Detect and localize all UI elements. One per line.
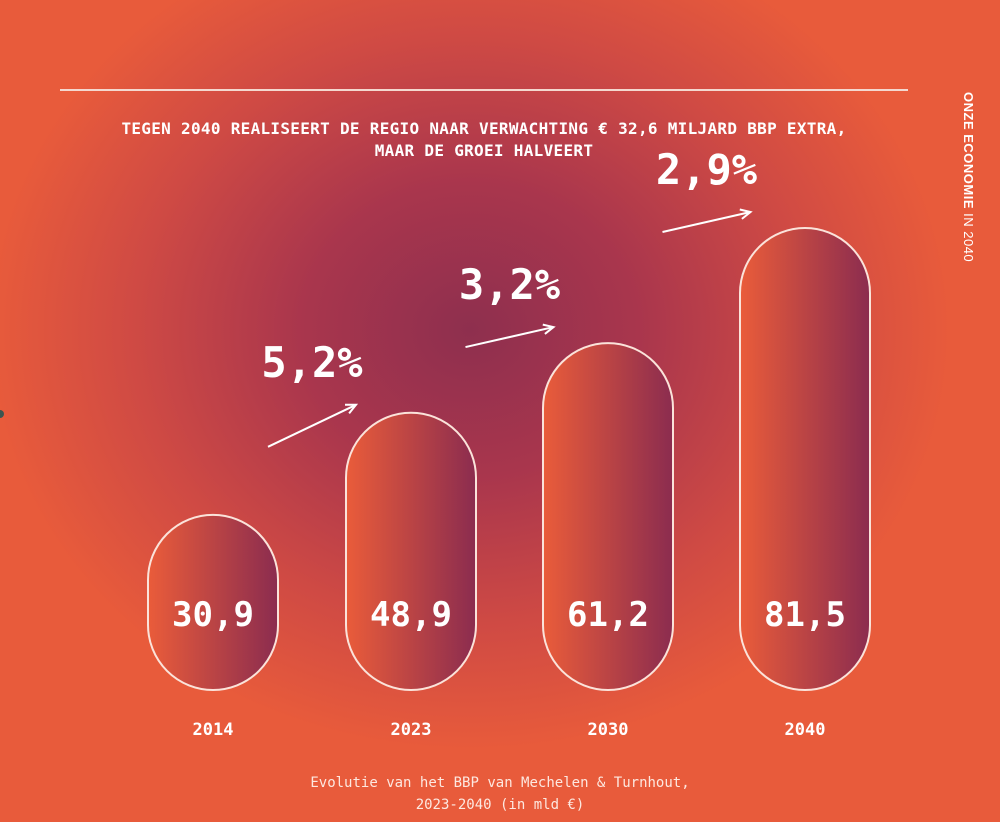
growth-arrow-2 — [465, 326, 554, 349]
category-label-2014: 2014 — [193, 720, 234, 740]
chart-title-line-2: MAAR DE GROEI HALVEERT — [374, 141, 594, 160]
chart-title: TEGEN 2040 REALISEERT DE REGIO NAAR VERW… — [60, 118, 908, 162]
growth-label-1: 5,2% — [261, 338, 362, 387]
top-divider — [60, 89, 908, 91]
growth-arrowhead-1 — [344, 403, 359, 415]
growth-label-2: 3,2% — [459, 260, 560, 309]
growth-arrowhead-3 — [739, 208, 753, 220]
growth-arrowhead-2 — [542, 323, 556, 335]
growth-arrow-3 — [662, 211, 751, 233]
value-label-2040: 81,5 — [764, 595, 846, 635]
bar-2014 — [147, 513, 279, 691]
category-label-2040: 2040 — [785, 720, 826, 740]
value-label-2023: 48,9 — [370, 595, 452, 635]
bar-2030 — [542, 342, 674, 691]
bar-2040 — [739, 227, 871, 691]
value-label-2014: 30,9 — [172, 595, 254, 635]
growth-label-3: 2,9% — [656, 145, 757, 194]
chart-caption: Evolutie van het BBP van Mechelen & Turn… — [150, 772, 850, 816]
chart-title-line-1: TEGEN 2040 REALISEERT DE REGIO NAAR VERW… — [121, 119, 847, 138]
chart-caption-line-1: Evolutie van het BBP van Mechelen & Turn… — [310, 775, 690, 791]
category-label-2030: 2030 — [588, 720, 629, 740]
edge-marker — [0, 410, 4, 418]
category-label-2023: 2023 — [391, 720, 432, 740]
bar-2023 — [345, 411, 477, 691]
value-label-2030: 61,2 — [567, 595, 649, 635]
growth-arrow-1 — [267, 403, 357, 448]
chart-caption-line-2: 2023-2040 (in mld €) — [415, 797, 585, 813]
